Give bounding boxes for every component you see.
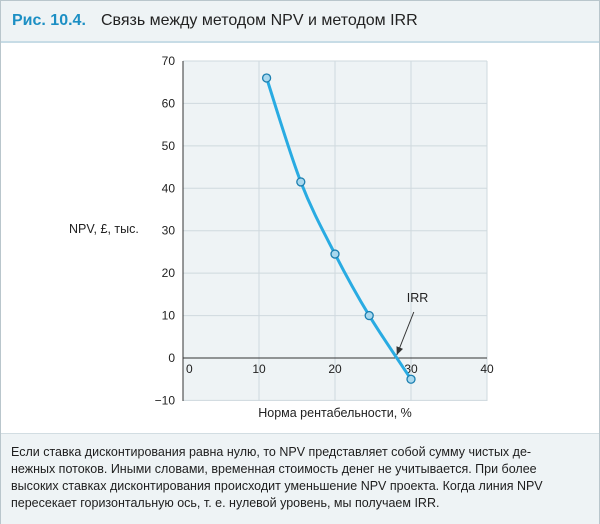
irr-arrow-head xyxy=(396,346,403,355)
data-point xyxy=(364,310,374,321)
y-tick-label: 0 xyxy=(168,351,175,365)
y-tick-label: 60 xyxy=(162,96,176,110)
annotations: IRR xyxy=(396,291,429,356)
y-axis-label: NPV, £, тыс. xyxy=(69,222,139,236)
x-tick-label: 20 xyxy=(328,362,342,376)
axes xyxy=(182,61,487,401)
chart-area: −10 0 10 20 30 40 50 60 70 0 10 20 30 40 IRR NPV, £, … xyxy=(1,43,599,433)
x-axis-label: Норма рентабельности, % xyxy=(258,406,412,420)
y-tick-label: 20 xyxy=(162,266,176,280)
grid xyxy=(183,60,488,401)
figure-title: Связь между методом NPV и методом IRR xyxy=(101,12,418,29)
x-tick-label: 40 xyxy=(480,362,494,376)
x-tick-label: 10 xyxy=(252,362,266,376)
data-point xyxy=(296,177,306,187)
y-tick-label: 30 xyxy=(162,224,176,238)
caption-box: Если ставка дисконтирования равна нулю, … xyxy=(1,433,599,524)
series-group xyxy=(261,73,416,384)
caption-line: нежных потоков. Иными словами, временная… xyxy=(11,462,537,476)
data-point xyxy=(261,73,272,83)
caption-line: Если ставка дисконтирования равна нулю, … xyxy=(11,445,532,459)
caption-line: пересекает горизонтальную ось, т. е. нул… xyxy=(11,496,440,510)
y-tick-label: 10 xyxy=(162,309,176,323)
y-tick-label: 70 xyxy=(162,54,176,68)
data-point xyxy=(330,249,340,259)
y-tick-label: 40 xyxy=(162,181,176,195)
y-tick-label: −10 xyxy=(155,393,176,407)
figure-title-bar: Рис. 10.4. Связь между методом NPV и мет… xyxy=(1,1,599,43)
caption-line: высоких ставках дисконтирования происход… xyxy=(11,479,543,493)
data-point xyxy=(406,374,416,384)
x-tick-label: 0 xyxy=(186,362,193,376)
y-tick-label: 50 xyxy=(162,139,176,153)
figure-number: Рис. 10.4. xyxy=(12,12,86,29)
irr-label: IRR xyxy=(407,291,429,305)
caption-text: Если ставка дисконтирования равна нулю, … xyxy=(11,444,591,512)
